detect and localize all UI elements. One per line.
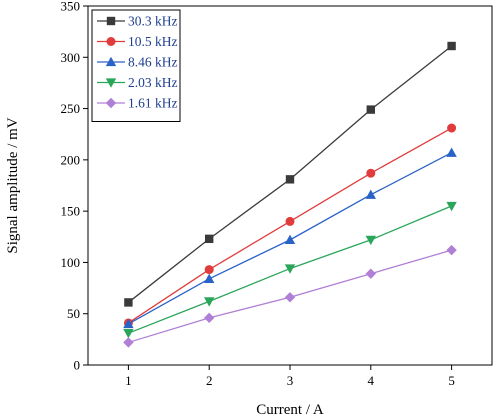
legend-item: 10.5 kHz <box>97 34 178 49</box>
x-tick-label: 1 <box>125 373 132 388</box>
legend-item: 8.46 kHz <box>97 55 178 70</box>
y-axis-label: Signal amplitude / mV <box>5 117 21 253</box>
series-layer <box>123 41 457 348</box>
data-point <box>204 312 215 324</box>
y-tick-label: 0 <box>74 358 81 373</box>
x-axis: 1 2 3 4 5 <box>125 365 455 388</box>
y-axis: 0 50 100 150 200 250 300 350 <box>61 0 88 373</box>
x-tick-label: 4 <box>368 373 375 388</box>
x-tick-label: 5 <box>448 373 455 388</box>
y-tick-label: 350 <box>61 0 81 14</box>
y-tick-label: 100 <box>61 255 81 270</box>
data-point <box>366 168 376 178</box>
data-point <box>123 318 134 329</box>
legend-item: 2.03 kHz <box>97 75 178 90</box>
x-tick-label: 3 <box>287 373 294 388</box>
data-point <box>123 329 134 339</box>
data-point <box>366 105 375 114</box>
data-point <box>365 235 376 246</box>
data-point <box>284 264 296 274</box>
data-point <box>365 268 376 279</box>
legend-label: 2.03 kHz <box>128 75 178 90</box>
legend-label: 30.3 kHz <box>128 14 178 29</box>
legend-marker <box>106 37 116 46</box>
y-tick-label: 300 <box>61 50 81 65</box>
series-4 <box>123 244 457 348</box>
legend-item: 30.3 kHz <box>97 14 178 29</box>
data-point <box>446 201 457 212</box>
series-0 <box>124 41 456 307</box>
legend-marker <box>105 78 117 88</box>
y-tick-label: 250 <box>61 101 81 116</box>
data-point <box>447 123 457 133</box>
y-tick-label: 200 <box>61 152 81 167</box>
legend-label: 8.46 kHz <box>128 55 178 70</box>
legend-item: 1.61 kHz <box>97 96 178 111</box>
legend-marker <box>106 16 116 26</box>
data-point <box>284 292 296 303</box>
series-3 <box>123 201 457 339</box>
data-point <box>285 216 295 226</box>
data-point <box>446 147 457 157</box>
legend: 30.3 kHz 10.5 kHz 8.46 kHz 2.03 kHz 1.61 kHz <box>91 9 181 122</box>
legend-marker <box>105 56 117 67</box>
series-2 <box>123 147 457 329</box>
data-point <box>204 265 214 275</box>
x-axis-label: Current / A <box>256 402 324 418</box>
data-point <box>124 298 133 307</box>
data-point <box>205 234 214 244</box>
data-point <box>123 337 134 348</box>
data-point <box>447 41 456 51</box>
legend-label: 10.5 kHz <box>128 34 178 49</box>
data-point <box>284 234 296 245</box>
data-point <box>446 244 457 256</box>
data-point <box>365 189 376 199</box>
y-tick-label: 150 <box>61 204 81 219</box>
data-point <box>204 273 215 283</box>
y-tick-label: 50 <box>67 306 80 321</box>
data-point <box>204 297 215 307</box>
legend-label: 1.61 kHz <box>128 96 178 111</box>
data-point <box>285 175 295 184</box>
x-tick-label: 2 <box>206 373 213 388</box>
legend-marker <box>105 97 117 109</box>
